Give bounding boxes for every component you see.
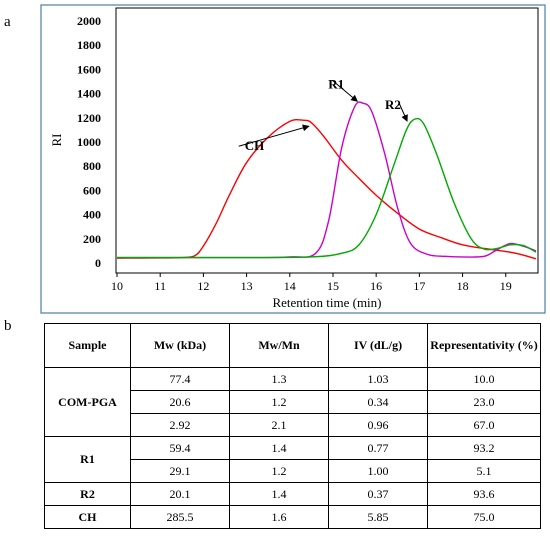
table-row: CH 285.5 1.6 5.85 75.0 xyxy=(44,505,541,529)
y-tick-label: 0 xyxy=(95,256,101,270)
value-cell: 2.1 xyxy=(229,413,329,437)
y-tick-label: 400 xyxy=(83,208,101,222)
x-tick-label: 12 xyxy=(197,279,209,293)
series-lines xyxy=(116,101,537,260)
table-row: R2 20.1 1.4 0.37 93.6 xyxy=(44,482,541,506)
y-tick-label: 1400 xyxy=(77,87,101,101)
value-cell: 20.6 xyxy=(130,390,230,414)
figure-frame xyxy=(40,4,546,314)
series-line-ch xyxy=(116,118,537,260)
plot-area xyxy=(115,7,539,274)
y-tick-label: 600 xyxy=(83,183,101,197)
x-tick-label: 13 xyxy=(241,279,253,293)
value-cell: 93.6 xyxy=(427,482,541,506)
value-cell: 1.2 xyxy=(229,390,329,414)
value-cell: 1.03 xyxy=(328,367,428,391)
value-cell: 0.34 xyxy=(328,390,428,414)
value-cell: 29.1 xyxy=(130,459,230,483)
x-tick-label: 17 xyxy=(413,279,425,293)
annotation-arrow-r1 xyxy=(331,79,358,102)
value-cell: 1.4 xyxy=(229,482,329,506)
value-cell: 10.0 xyxy=(427,367,541,391)
chromatogram-chart: 10 11 12 13 14 15 16 17 18 19 0 200 400 600 800 1000 12… xyxy=(40,4,546,314)
value-cell: 1.3 xyxy=(229,367,329,391)
value-cell: 0.96 xyxy=(328,413,428,437)
header-mw-mn: Mw/Mn xyxy=(229,323,329,368)
sample-cell: R1 xyxy=(44,436,131,483)
y-tick-label: 800 xyxy=(83,159,101,173)
value-cell: 5.85 xyxy=(328,505,428,529)
value-cell: 59.4 xyxy=(130,436,230,460)
value-cell: 2.92 xyxy=(130,413,230,437)
series-line-r2 xyxy=(116,117,537,259)
x-axis-label: Retention time (min) xyxy=(272,295,381,310)
sample-cell: R2 xyxy=(44,482,131,506)
x-tick-label: 11 xyxy=(154,279,166,293)
value-cell: 1.4 xyxy=(229,436,329,460)
annotation-label-r2: R2 xyxy=(385,97,401,112)
y-tick-label: 1600 xyxy=(77,62,101,76)
table-header-row: Sample Mw (kDa) Mw/Mn IV (dL/g) Represen… xyxy=(44,323,541,368)
results-table: Sample Mw (kDa) Mw/Mn IV (dL/g) Represen… xyxy=(44,323,541,529)
sample-cell: CH xyxy=(44,505,131,529)
x-tick-label: 15 xyxy=(327,279,339,293)
header-sample: Sample xyxy=(44,323,131,368)
value-cell: 0.77 xyxy=(328,436,428,460)
value-cell: 77.4 xyxy=(130,367,230,391)
value-cell: 75.0 xyxy=(427,505,541,529)
y-tick-label: 200 xyxy=(83,232,101,246)
value-cell: 67.0 xyxy=(427,413,541,437)
y-tick-label: 1000 xyxy=(77,135,101,149)
table-row: COM-PGA 77.4 1.3 1.03 10.0 xyxy=(44,367,541,437)
panel-b-label: b xyxy=(4,318,12,334)
value-cell: 0.37 xyxy=(328,482,428,506)
x-tick-label: 18 xyxy=(457,279,469,293)
x-tick-label: 19 xyxy=(500,279,512,293)
y-tick-label: 1800 xyxy=(77,38,101,52)
table-body: COM-PGA 77.4 1.3 1.03 10.0 20.6 1.2 0.34 23.0 2.9… xyxy=(44,367,541,529)
value-cell: 5.1 xyxy=(427,459,541,483)
annotation-arrow-ch xyxy=(238,124,310,147)
panel-a-label: a xyxy=(4,14,11,30)
header-representativity: Representativity (%) xyxy=(427,323,541,368)
y-tick-label: 1200 xyxy=(77,111,101,125)
value-cell: 23.0 xyxy=(427,390,541,414)
table-row: R1 59.4 1.4 0.77 93.2 xyxy=(44,436,541,483)
value-cell: 1.6 xyxy=(229,505,329,529)
y-tick-label: 2000 xyxy=(77,14,101,28)
x-tick-label: 10 xyxy=(111,279,123,293)
x-axis-ticks: 10 11 12 13 14 15 16 17 18 19 xyxy=(111,273,512,293)
sample-cell: COM-PGA xyxy=(44,367,131,437)
header-mw: Mw (kDa) xyxy=(130,323,230,368)
y-axis-ticks: 0 200 400 600 800 1000 1200 1400 1600 1800 2000 xyxy=(77,14,101,270)
annotation-label-ch: CH xyxy=(245,138,264,153)
series-annotations: CHR1R2 xyxy=(238,76,408,153)
value-cell: 20.1 xyxy=(130,482,230,506)
table-row: 20.6 1.2 0.34 23.0 xyxy=(45,390,541,414)
header-iv: IV (dL/g) xyxy=(328,323,428,368)
value-cell: 1.00 xyxy=(328,459,428,483)
value-cell: 93.2 xyxy=(427,436,541,460)
series-line-r1 xyxy=(116,101,537,259)
value-cell: 1.2 xyxy=(229,459,329,483)
x-tick-label: 16 xyxy=(370,279,382,293)
value-cell: 285.5 xyxy=(130,505,230,529)
table-row: 2.92 2.1 0.96 67.0 xyxy=(45,413,541,437)
x-tick-label: 14 xyxy=(284,279,296,293)
annotation-arrow-r2 xyxy=(398,102,408,122)
y-axis-label: RI xyxy=(49,134,64,147)
